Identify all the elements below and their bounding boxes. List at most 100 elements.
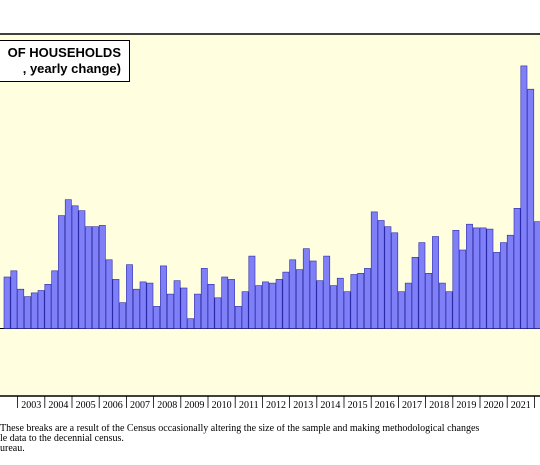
x-tick-label: 2019 bbox=[456, 400, 476, 411]
bar bbox=[105, 259, 113, 329]
bar bbox=[10, 270, 18, 329]
bar bbox=[112, 279, 120, 329]
bar bbox=[364, 268, 371, 329]
bar bbox=[92, 226, 99, 329]
bar bbox=[452, 230, 460, 329]
bar bbox=[438, 282, 446, 329]
bar bbox=[58, 215, 65, 329]
x-tick-label: 2015 bbox=[348, 400, 368, 411]
x-tick-label: 2013 bbox=[293, 400, 313, 411]
bar bbox=[132, 288, 140, 329]
x-tick-label: 2020 bbox=[484, 400, 504, 411]
bar bbox=[214, 297, 222, 329]
bar bbox=[384, 226, 392, 329]
bar bbox=[78, 210, 86, 329]
bar bbox=[146, 282, 154, 329]
plot-area bbox=[0, 33, 540, 397]
x-tick-label: 2007 bbox=[130, 400, 150, 411]
bar bbox=[180, 287, 188, 329]
bar bbox=[3, 276, 11, 329]
chart-title-line2: , yearly change) bbox=[22, 61, 121, 76]
x-tick-label: 2004 bbox=[48, 400, 68, 411]
bar bbox=[139, 281, 147, 329]
bar bbox=[126, 264, 133, 329]
bar bbox=[391, 232, 399, 329]
bar bbox=[411, 256, 419, 329]
bar bbox=[506, 234, 514, 329]
x-axis-ticks: 2003 2004 2005 2006 2007 2008 2009 2010 2011 2012… bbox=[17, 396, 535, 411]
bar bbox=[44, 283, 52, 329]
bar bbox=[119, 302, 127, 329]
footnote: These breaks are a result of the Census … bbox=[0, 424, 540, 454]
bar bbox=[527, 88, 535, 329]
bar bbox=[262, 281, 269, 329]
x-tick-label: 2003 bbox=[21, 400, 41, 411]
bar bbox=[302, 248, 310, 329]
footnote-line1: These breaks are a result of the Census … bbox=[0, 424, 480, 434]
x-tick-label: 2014 bbox=[320, 400, 340, 411]
bar bbox=[289, 259, 297, 329]
x-tick-label: 2012 bbox=[266, 400, 286, 411]
bar bbox=[160, 265, 167, 329]
bar bbox=[30, 292, 38, 329]
bar bbox=[200, 268, 208, 329]
bar bbox=[445, 291, 453, 329]
x-tick-label: 2006 bbox=[103, 400, 123, 411]
chart-title-box: OF HOUSEHOLDS , yearly change) bbox=[0, 40, 130, 82]
bar bbox=[207, 283, 215, 329]
bar bbox=[282, 271, 290, 329]
x-tick-label: 2011 bbox=[239, 400, 259, 411]
bar bbox=[350, 274, 358, 329]
x-tick-label: 2016 bbox=[375, 400, 395, 411]
x-tick-label: 2005 bbox=[76, 400, 96, 411]
bar bbox=[513, 208, 521, 329]
bar bbox=[459, 249, 467, 329]
bar bbox=[187, 318, 195, 329]
bar bbox=[432, 236, 439, 329]
chart-title-line1: OF HOUSEHOLDS bbox=[7, 45, 121, 60]
bar bbox=[466, 223, 473, 329]
x-tick-label: 2010 bbox=[212, 400, 232, 411]
bar bbox=[166, 293, 174, 329]
x-tick-label: 2017 bbox=[402, 400, 422, 411]
bar bbox=[71, 205, 79, 329]
bar bbox=[357, 272, 365, 329]
bar bbox=[275, 279, 283, 329]
bar bbox=[316, 280, 324, 329]
bar bbox=[17, 288, 25, 329]
x-tick-label: 2008 bbox=[157, 400, 177, 411]
bar bbox=[425, 272, 433, 329]
bar bbox=[153, 306, 161, 329]
bar bbox=[377, 220, 385, 329]
bar bbox=[486, 228, 494, 329]
bar bbox=[418, 242, 426, 329]
bar bbox=[472, 227, 480, 329]
bar bbox=[323, 255, 331, 329]
bar bbox=[343, 291, 351, 329]
bar bbox=[296, 269, 303, 329]
bar-series bbox=[3, 65, 540, 329]
bar bbox=[248, 255, 256, 329]
x-tick-label: 2009 bbox=[184, 400, 204, 411]
bar bbox=[500, 242, 507, 329]
bar bbox=[330, 285, 337, 329]
bar bbox=[64, 199, 72, 329]
bar bbox=[370, 211, 378, 329]
footnote-line3: ureau. bbox=[0, 443, 25, 454]
bar bbox=[221, 276, 229, 329]
bar bbox=[520, 65, 528, 329]
bar bbox=[228, 279, 235, 329]
bar-chart: 2003 2004 2005 2006 2007 2008 2009 2010 2011 2012… bbox=[0, 33, 540, 411]
bar bbox=[404, 282, 412, 329]
bar bbox=[194, 293, 201, 329]
bar bbox=[241, 291, 249, 329]
bar bbox=[173, 280, 181, 329]
bar bbox=[398, 291, 405, 329]
bar bbox=[309, 260, 317, 329]
bar bbox=[51, 270, 59, 329]
bar bbox=[479, 227, 487, 329]
bar bbox=[336, 277, 344, 329]
x-tick-label: 2021 bbox=[511, 400, 531, 411]
bar bbox=[268, 282, 276, 329]
bar bbox=[255, 285, 263, 329]
